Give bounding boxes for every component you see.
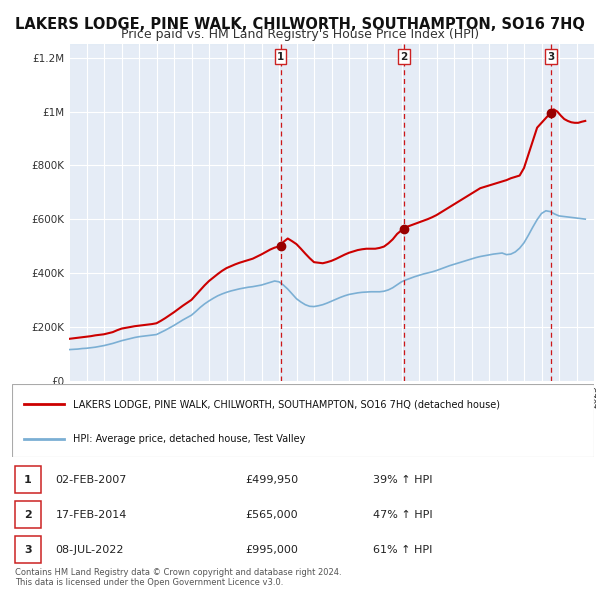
Text: Contains HM Land Registry data © Crown copyright and database right 2024.
This d: Contains HM Land Registry data © Crown c…: [15, 568, 341, 587]
Text: £499,950: £499,950: [245, 475, 298, 485]
FancyBboxPatch shape: [15, 466, 41, 493]
FancyBboxPatch shape: [15, 501, 41, 529]
Text: 1: 1: [24, 475, 32, 485]
Text: 08-JUL-2022: 08-JUL-2022: [56, 545, 124, 555]
Text: 3: 3: [547, 52, 554, 61]
Text: 47% ↑ HPI: 47% ↑ HPI: [373, 510, 433, 520]
Bar: [404, 44, 551, 381]
Text: 17-FEB-2014: 17-FEB-2014: [56, 510, 127, 520]
Text: LAKERS LODGE, PINE WALK, CHILWORTH, SOUTHAMPTON, SO16 7HQ (detached house): LAKERS LODGE, PINE WALK, CHILWORTH, SOUT…: [73, 399, 500, 409]
Text: 2: 2: [400, 52, 407, 61]
Text: LAKERS LODGE, PINE WALK, CHILWORTH, SOUTHAMPTON, SO16 7HQ: LAKERS LODGE, PINE WALK, CHILWORTH, SOUT…: [15, 17, 585, 31]
Text: 02-FEB-2007: 02-FEB-2007: [56, 475, 127, 485]
Text: HPI: Average price, detached house, Test Valley: HPI: Average price, detached house, Test…: [73, 434, 305, 444]
FancyBboxPatch shape: [12, 384, 594, 457]
Bar: [69, 44, 281, 381]
Text: 39% ↑ HPI: 39% ↑ HPI: [373, 475, 433, 485]
Text: 61% ↑ HPI: 61% ↑ HPI: [373, 545, 432, 555]
Text: £995,000: £995,000: [245, 545, 298, 555]
Text: 1: 1: [277, 52, 284, 61]
Text: £565,000: £565,000: [245, 510, 298, 520]
Text: 2: 2: [24, 510, 32, 520]
Bar: [281, 44, 404, 381]
Text: Price paid vs. HM Land Registry's House Price Index (HPI): Price paid vs. HM Land Registry's House …: [121, 28, 479, 41]
Bar: [551, 44, 594, 381]
FancyBboxPatch shape: [15, 536, 41, 563]
Text: 3: 3: [24, 545, 32, 555]
